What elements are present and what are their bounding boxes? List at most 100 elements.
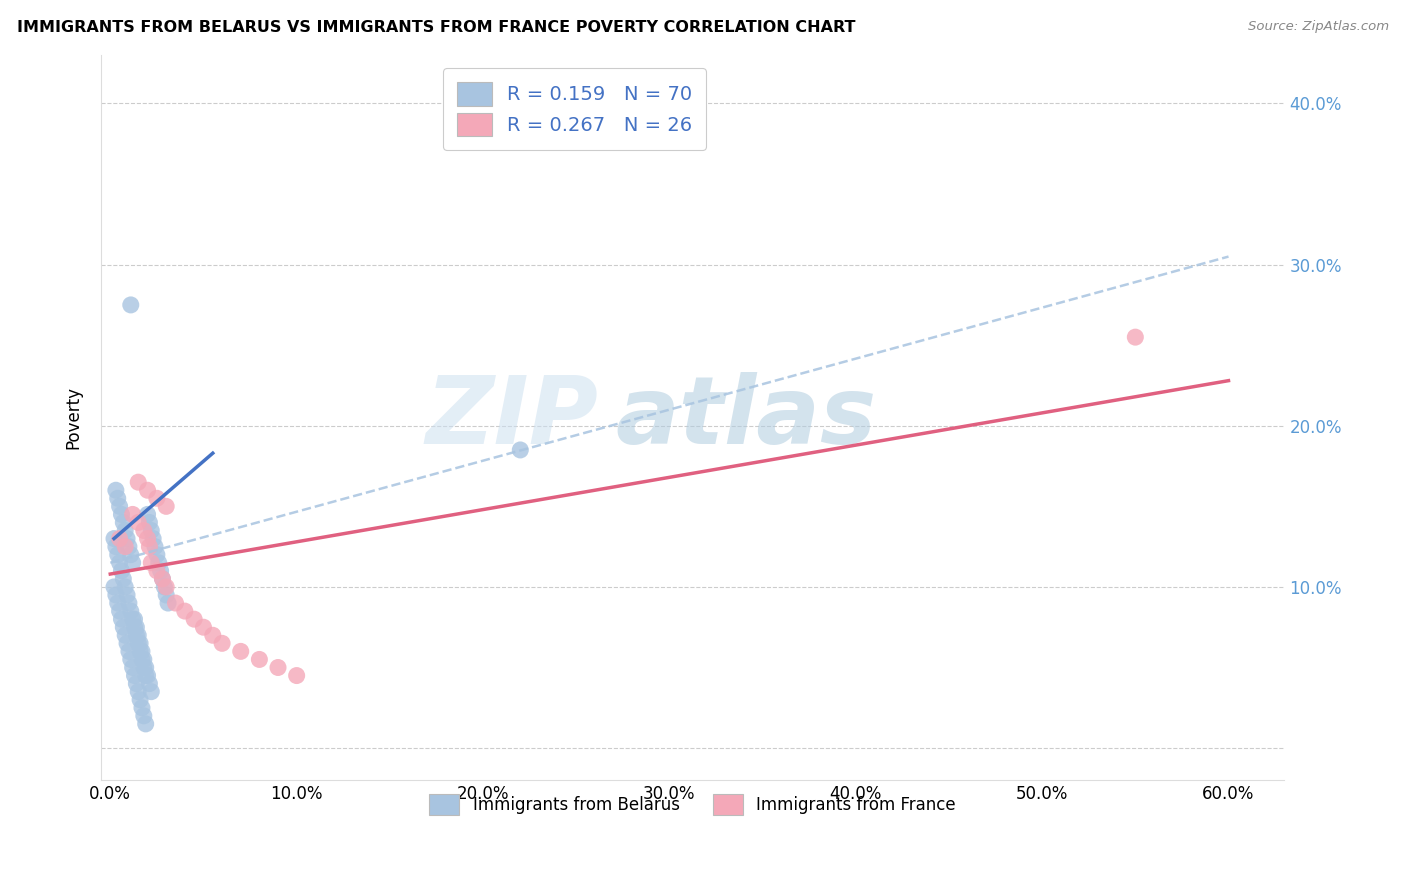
Point [157,596,180,610]
Point [124,612,146,626]
Point [104,483,127,498]
Point [149,564,172,578]
Point [107,491,129,506]
Point [115,636,138,650]
Point [110,564,132,578]
Point [229,644,252,658]
Point [104,540,127,554]
Point [103,580,125,594]
Point [127,516,149,530]
Point [129,692,152,706]
Point [131,700,153,714]
Point [132,709,155,723]
Y-axis label: Poverty: Poverty [65,386,82,450]
Point [152,572,174,586]
Point [136,508,159,522]
Point [136,483,159,498]
Point [129,636,152,650]
Point [201,628,224,642]
Point [121,612,143,626]
Point [132,652,155,666]
Point [125,620,148,634]
Point [146,564,169,578]
Point [121,660,143,674]
Point [143,540,166,554]
Point [108,532,131,546]
Point [146,491,169,506]
Point [125,676,148,690]
Point [120,652,142,666]
Point [285,668,308,682]
Point [131,652,153,666]
Point [141,524,163,538]
Point [152,572,174,586]
Point [155,500,177,514]
Point [183,612,205,626]
Point [146,548,169,562]
Point [108,604,131,618]
Point [142,532,165,546]
Point [120,298,142,312]
Point [127,684,149,698]
Point [114,580,136,594]
Point [138,676,160,690]
Point [135,717,157,731]
Point [129,644,152,658]
Point [125,628,148,642]
Text: atlas: atlas [616,372,877,464]
Point [114,628,136,642]
Point [104,588,127,602]
Point [107,596,129,610]
Point [124,620,146,634]
Point [131,644,153,658]
Point [247,652,270,666]
Point [148,556,170,570]
Point [132,660,155,674]
Point [127,475,149,490]
Point [115,532,138,546]
Point [120,548,142,562]
Point [108,500,131,514]
Point [115,588,138,602]
Point [118,540,141,554]
Point [132,524,155,538]
Point [108,556,131,570]
Point [141,556,163,570]
Point [112,516,135,530]
Text: ZIP: ZIP [425,372,598,464]
Point [110,508,132,522]
Point [135,668,157,682]
Point [118,644,141,658]
Point [193,620,215,634]
Point [121,508,143,522]
Point [153,580,176,594]
Point [138,540,160,554]
Point [135,660,157,674]
Point [267,660,290,674]
Text: IMMIGRANTS FROM BELARUS VS IMMIGRANTS FROM FRANCE POVERTY CORRELATION CHART: IMMIGRANTS FROM BELARUS VS IMMIGRANTS FR… [17,20,855,35]
Point [509,442,531,457]
Point [124,668,146,682]
Point [136,532,159,546]
Point [121,556,143,570]
Point [127,628,149,642]
Point [141,684,163,698]
Point [107,548,129,562]
Point [120,604,142,618]
Point [136,668,159,682]
Point [114,540,136,554]
Text: Source: ZipAtlas.com: Source: ZipAtlas.com [1249,20,1389,33]
Point [112,620,135,634]
Point [114,524,136,538]
Point [1123,330,1146,344]
Point [155,588,177,602]
Point [118,596,141,610]
Point [211,636,233,650]
Point [112,572,135,586]
Point [103,532,125,546]
Point [155,580,177,594]
Point [138,516,160,530]
Point [110,612,132,626]
Legend: Immigrants from Belarus, Immigrants from France: Immigrants from Belarus, Immigrants from… [418,782,967,826]
Point [173,604,195,618]
